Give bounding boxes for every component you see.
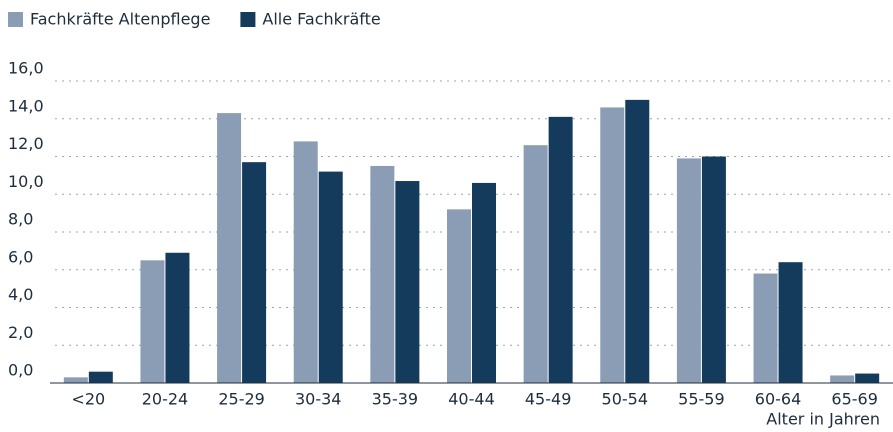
x-tick-label: 60-64 — [755, 390, 802, 409]
x-tick-label: 65-69 — [831, 390, 878, 409]
legend-swatch — [240, 12, 256, 27]
bar — [625, 99, 650, 383]
x-tick-label: 50-54 — [602, 390, 649, 409]
bar — [855, 373, 880, 383]
bar — [217, 113, 242, 384]
x-tick-label: 25-29 — [218, 390, 265, 409]
x-tick-label: 45-49 — [525, 390, 572, 409]
bar — [88, 371, 113, 383]
bar — [63, 377, 88, 383]
bar — [165, 252, 190, 383]
bar — [318, 171, 343, 383]
bar — [753, 273, 778, 383]
y-tick-label: 14,0 — [8, 96, 44, 115]
y-tick-label: 0,0 — [8, 361, 33, 380]
bar — [472, 182, 496, 383]
bar — [447, 209, 471, 383]
bar — [140, 260, 165, 383]
bar — [242, 162, 267, 383]
y-tick-label: 4,0 — [8, 285, 33, 304]
bar — [548, 116, 573, 384]
bar — [778, 262, 803, 383]
x-tick-label: <20 — [71, 390, 105, 409]
y-tick-label: 12,0 — [8, 134, 44, 153]
x-axis-label: Alter in Jahren — [766, 410, 880, 429]
x-tick-label: 40-44 — [448, 390, 495, 409]
y-tick-label: 8,0 — [8, 210, 33, 229]
legend-label: Alle Fachkräfte — [262, 10, 380, 29]
x-tick-label: 30-34 — [295, 390, 342, 409]
bar — [676, 158, 701, 383]
bar — [830, 375, 855, 383]
legend-label: Fachkräfte Altenpflege — [30, 10, 210, 29]
bar — [395, 181, 420, 383]
legend-swatch — [8, 12, 23, 27]
bar — [701, 156, 726, 383]
y-tick-label: 6,0 — [8, 247, 33, 266]
x-tick-label: 55-59 — [678, 390, 725, 409]
y-tick-label: 10,0 — [8, 172, 44, 191]
x-tick-label: 35-39 — [372, 390, 419, 409]
bar — [523, 145, 548, 383]
y-tick-label: 2,0 — [8, 323, 33, 342]
bar — [293, 141, 318, 383]
bar — [600, 107, 625, 384]
y-tick-label: 16,0 — [8, 59, 44, 78]
bar — [370, 165, 395, 383]
x-tick-label: 20-24 — [142, 390, 189, 409]
